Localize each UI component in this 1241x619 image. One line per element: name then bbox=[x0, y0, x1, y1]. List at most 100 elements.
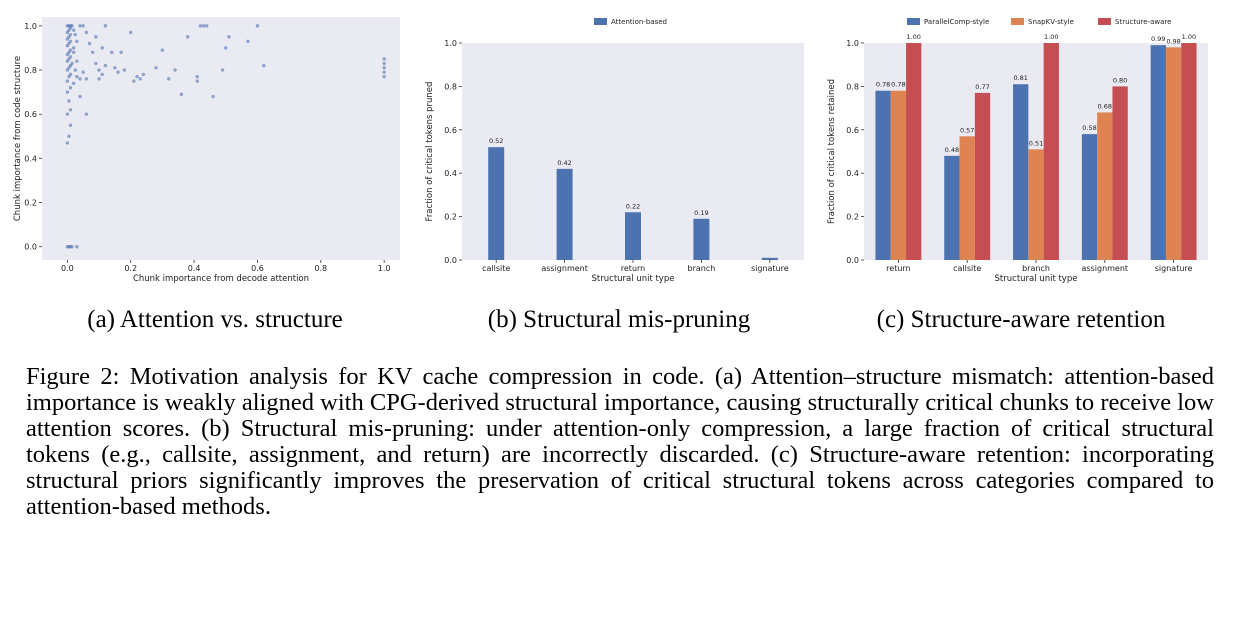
bar-value-label: 1.00 bbox=[906, 33, 920, 41]
y-tick-label: 0.2 bbox=[846, 213, 859, 222]
bar-parallelcomp-style bbox=[944, 155, 960, 260]
scatter-point bbox=[382, 74, 386, 79]
y-tick-label: 1.0 bbox=[24, 22, 37, 31]
scatter-point bbox=[67, 99, 71, 103]
y-tick-label: 0.0 bbox=[444, 256, 457, 265]
scatter-point bbox=[68, 48, 73, 52]
scatter-point bbox=[382, 66, 386, 70]
scatter-point bbox=[68, 108, 73, 112]
y-tick-label: 0.8 bbox=[444, 82, 457, 91]
scatter-point bbox=[100, 72, 104, 77]
scatter-point bbox=[68, 39, 73, 43]
scatter-point bbox=[138, 77, 142, 81]
bar-value-label: 0.48 bbox=[945, 146, 959, 154]
legend-swatch bbox=[1011, 18, 1024, 25]
bar-value-label: 0.22 bbox=[626, 202, 640, 210]
scatter-point bbox=[100, 46, 104, 50]
scatter-point bbox=[90, 50, 95, 55]
scatter-point bbox=[81, 70, 85, 74]
figure-caption: Figure 2: Motivation analysis for KV cac… bbox=[26, 363, 1214, 520]
scatter-point bbox=[68, 72, 73, 77]
subcaption-c: (c) Structure-aware retention bbox=[877, 306, 1166, 333]
scatter-point bbox=[71, 46, 76, 50]
y-tick-label: 0.4 bbox=[24, 154, 37, 163]
y-tick-label: 1.0 bbox=[444, 39, 457, 48]
scatter-point bbox=[382, 70, 386, 74]
y-tick-label: 0.2 bbox=[24, 199, 37, 208]
bar-attention-based bbox=[625, 212, 641, 260]
scatter-point bbox=[84, 77, 89, 81]
x-tick-label: 0.6 bbox=[251, 264, 264, 273]
x-tick-label: signature bbox=[751, 264, 789, 273]
scatter-point bbox=[211, 94, 215, 99]
plot-area bbox=[42, 17, 400, 260]
legend-label: Attention-based bbox=[611, 18, 667, 26]
x-tick-label: 0.2 bbox=[124, 264, 137, 273]
bar-structure-aware bbox=[1043, 43, 1059, 260]
bar-structure-aware bbox=[906, 43, 922, 260]
bar-parallelcomp-style bbox=[1081, 134, 1098, 260]
x-tick-label: 0.8 bbox=[314, 264, 327, 273]
bar-value-label: 0.78 bbox=[891, 81, 905, 89]
bar-value-label: 1.00 bbox=[1182, 33, 1196, 41]
x-tick-label: branch bbox=[687, 264, 715, 273]
bar-structure-aware bbox=[974, 92, 991, 260]
scatter-point bbox=[195, 79, 199, 83]
scatter-point bbox=[84, 112, 89, 116]
scatter-point bbox=[160, 48, 165, 52]
scatter-point bbox=[119, 50, 123, 55]
scatter-point bbox=[205, 24, 209, 28]
scatter-point bbox=[382, 57, 386, 61]
bar-value-label: 0.80 bbox=[1113, 76, 1127, 84]
scatter-point bbox=[94, 35, 98, 39]
scatter-point bbox=[68, 123, 73, 127]
x-tick-label: return bbox=[621, 264, 645, 273]
scatter-point bbox=[73, 32, 77, 37]
scatter-point bbox=[78, 94, 82, 99]
scatter-point bbox=[97, 68, 101, 72]
bar-value-label: 0.51 bbox=[1029, 139, 1043, 147]
scatter-point bbox=[135, 74, 139, 79]
scatter-point bbox=[201, 24, 206, 28]
x-tick-label: branch bbox=[1022, 264, 1050, 273]
scatter-point bbox=[65, 112, 70, 116]
x-tick-label: signature bbox=[1155, 264, 1193, 273]
scatter-point bbox=[78, 77, 82, 81]
bar-value-label: 0.77 bbox=[975, 83, 989, 91]
y-tick-label: 0.2 bbox=[444, 213, 457, 222]
scatter-point bbox=[75, 245, 79, 249]
bar-value-label: 0.42 bbox=[557, 159, 571, 167]
x-tick-label: 0.4 bbox=[188, 264, 201, 273]
y-tick-label: 0.4 bbox=[846, 169, 859, 178]
scatter-point bbox=[75, 74, 79, 79]
scatter-point bbox=[246, 39, 250, 43]
y-tick-label: 0.6 bbox=[846, 126, 859, 135]
scatter-point bbox=[224, 46, 228, 50]
panel-c-grouped-bar-chart: 0.0 0.2 0.4 0.6 0.8 1.0 return 0.78 0.78 1.00 call… bbox=[827, 18, 1208, 284]
scatter-point bbox=[68, 85, 73, 90]
bar-snapkv-style bbox=[890, 90, 907, 261]
scatter-point bbox=[70, 61, 74, 66]
scatter-point bbox=[141, 72, 146, 77]
scatter-point bbox=[103, 24, 108, 28]
bar-value-label: 0.81 bbox=[1013, 74, 1027, 82]
scatter-point bbox=[173, 68, 177, 72]
y-tick-label: 0.8 bbox=[846, 82, 859, 91]
bar-value-label: 1.00 bbox=[1044, 33, 1058, 41]
scatter-point bbox=[220, 68, 225, 72]
panel-a-scatter: 0.0 0.2 0.4 0.6 0.8 1.0 0.0 0.2 0.4 0.6 0.8 1.0 Chun… bbox=[13, 17, 400, 284]
scatter-point bbox=[75, 39, 79, 43]
scatter-point bbox=[262, 63, 266, 68]
scatter-point bbox=[97, 77, 101, 81]
scatter-point bbox=[65, 141, 70, 145]
bar-parallelcomp-style bbox=[875, 90, 891, 261]
y-axis-label: Fraction of critical tokens pruned bbox=[425, 82, 435, 222]
scatter-point bbox=[154, 66, 158, 70]
x-tick-label: 0.0 bbox=[61, 264, 74, 273]
x-tick-label: 1.0 bbox=[378, 264, 391, 273]
x-tick-label: callsite bbox=[953, 264, 981, 273]
bar-attention-based bbox=[556, 168, 573, 260]
scatter-point bbox=[78, 24, 82, 28]
scatter-point bbox=[84, 30, 89, 35]
